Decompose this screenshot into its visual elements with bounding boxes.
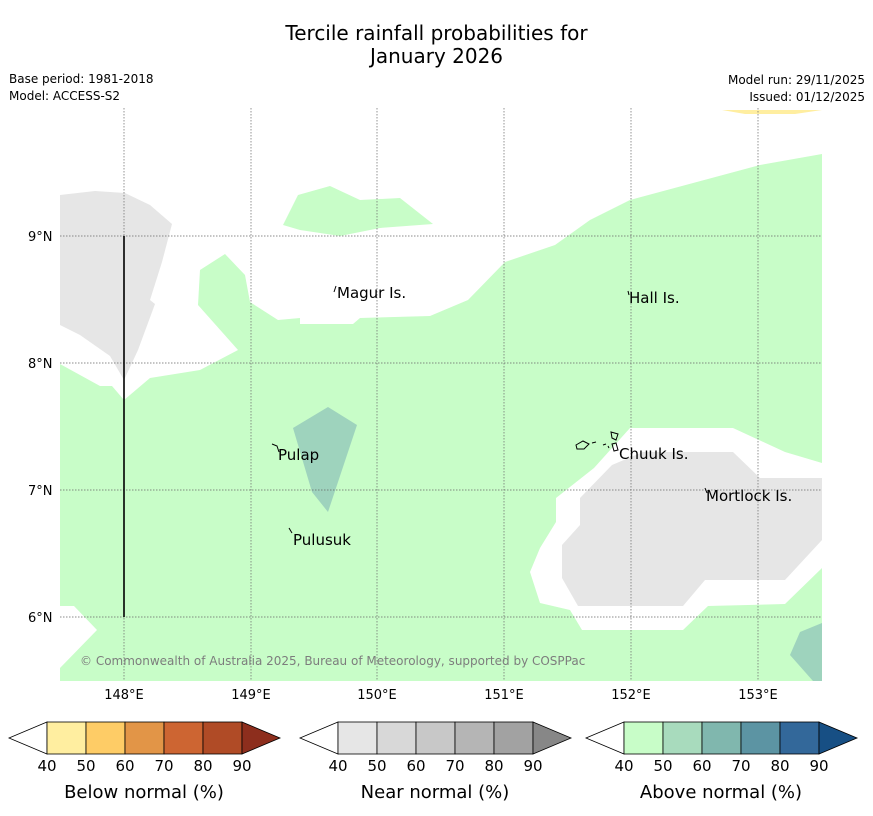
model-name: Model: ACCESS-S2 — [9, 89, 121, 103]
lon-label-153: 153°E — [738, 688, 778, 703]
below-color-cell — [46, 721, 87, 755]
above-color-cell — [740, 721, 781, 755]
above-low-extension — [584, 721, 625, 755]
above-color-cell — [779, 721, 820, 755]
title-line-1: Tercile rainfall probabilities for — [285, 21, 588, 45]
map-title: Tercile rainfall probabilities for Janua… — [0, 22, 873, 68]
near-tick-label: 80 — [484, 757, 503, 775]
meta-left: Base period: 1981-2018 Model: ACCESS-S2 — [9, 71, 154, 105]
below-tick-label: 80 — [193, 757, 212, 775]
below-color-cell — [124, 721, 165, 755]
latitude-labels: 9°N 8°N 7°N 6°N — [28, 230, 53, 626]
above-normal-southeast-patch — [790, 623, 822, 681]
above-tick-label: 70 — [731, 757, 750, 775]
near-color-cell — [337, 721, 378, 755]
above-normal-pulap-patch — [293, 407, 357, 512]
longitude-labels: 148°E 149°E 150°E 151°E 152°E 153°E — [104, 688, 778, 703]
magur-island-marker — [333, 285, 337, 293]
below-tick-label: 50 — [76, 757, 95, 775]
lon-label-151: 151°E — [484, 688, 524, 703]
colorbar-above-normal: 40 50 60 70 80 90 Above normal (%) — [584, 721, 859, 803]
near-color-cell — [415, 721, 456, 755]
pulusuk-island-marker — [288, 527, 293, 534]
label-pulusuk: Pulusuk — [293, 531, 351, 549]
above-normal-north-blob — [283, 186, 433, 236]
above-normal-label: Above normal (%) — [640, 782, 802, 803]
label-pulap: Pulap — [278, 446, 319, 464]
lon-label-148: 148°E — [104, 688, 144, 703]
meta-right: Model run: 29/11/2025 Issued: 01/12/2025 — [728, 72, 865, 106]
hall-island-marker — [627, 290, 630, 296]
below-tick-label: 40 — [37, 757, 56, 775]
near-color-cell — [493, 721, 534, 755]
lat-label-9: 9°N — [28, 230, 53, 245]
near-color-cell — [376, 721, 417, 755]
label-mortlock: Mortlock Is. — [706, 487, 792, 505]
lon-label-152: 152°E — [611, 688, 651, 703]
lon-label-149: 149°E — [231, 688, 271, 703]
near-tick-label: 60 — [406, 757, 425, 775]
title-line-2: January 2026 — [369, 44, 504, 68]
above-normal-region — [60, 154, 822, 681]
model-run: Model run: 29/11/2025 — [727, 73, 865, 87]
colorbar-below-normal: 40 50 60 70 80 90 Below normal (%) — [7, 721, 282, 803]
near-color-cell — [454, 721, 495, 755]
above-tick-label: 60 — [692, 757, 711, 775]
above-color-cell — [623, 721, 664, 755]
label-chuuk: Chuuk Is. — [619, 445, 688, 463]
map-panel: Magur Is. Hall Is. Pulap Chuuk Is. Mortl… — [60, 108, 822, 681]
label-hall: Hall Is. — [629, 289, 680, 307]
above-high-extension — [818, 721, 859, 755]
mortlock-island-marker — [704, 487, 708, 494]
below-tick-label: 90 — [232, 757, 251, 775]
above-color-cell — [662, 721, 703, 755]
below-tick-label: 70 — [154, 757, 173, 775]
near-tick-label: 40 — [328, 757, 347, 775]
below-color-cell — [163, 721, 204, 755]
chuuk-lagoon-islands — [575, 431, 619, 452]
near-normal-northwest — [60, 191, 172, 380]
issued-date: Issued: 01/12/2025 — [749, 90, 865, 104]
place-labels: Magur Is. Hall Is. Pulap Chuuk Is. Mortl… — [278, 284, 792, 549]
near-high-extension — [532, 721, 573, 755]
lat-label-7: 7°N — [28, 484, 53, 499]
below-high-extension — [241, 721, 282, 755]
near-normal-southeast — [562, 452, 822, 606]
below-low-extension — [7, 721, 48, 755]
near-tick-label: 70 — [445, 757, 464, 775]
below-normal-label: Below normal (%) — [64, 782, 224, 803]
island-markers — [271, 285, 708, 534]
base-period: Base period: 1981-2018 — [9, 72, 154, 86]
near-normal-label: Near normal (%) — [361, 782, 510, 803]
below-normal-sliver — [722, 110, 822, 114]
below-color-cell — [202, 721, 243, 755]
lon-label-150: 150°E — [357, 688, 397, 703]
label-magur: Magur Is. — [337, 284, 406, 302]
below-color-cell — [85, 721, 126, 755]
lat-label-8: 8°N — [28, 357, 53, 372]
near-tick-label: 90 — [523, 757, 542, 775]
above-color-cell — [701, 721, 742, 755]
copyright-text: © Commonwealth of Australia 2025, Bureau… — [80, 654, 585, 668]
near-tick-label: 50 — [367, 757, 386, 775]
above-tick-label: 50 — [653, 757, 672, 775]
above-tick-label: 80 — [770, 757, 789, 775]
above-tick-label: 90 — [809, 757, 828, 775]
pulap-island-marker — [271, 443, 280, 453]
lat-label-6: 6°N — [28, 611, 53, 626]
below-tick-label: 60 — [115, 757, 134, 775]
colorbar-near-normal: 40 50 60 70 80 90 Near normal (%) — [298, 721, 573, 803]
above-tick-label: 40 — [614, 757, 633, 775]
near-low-extension — [298, 721, 339, 755]
